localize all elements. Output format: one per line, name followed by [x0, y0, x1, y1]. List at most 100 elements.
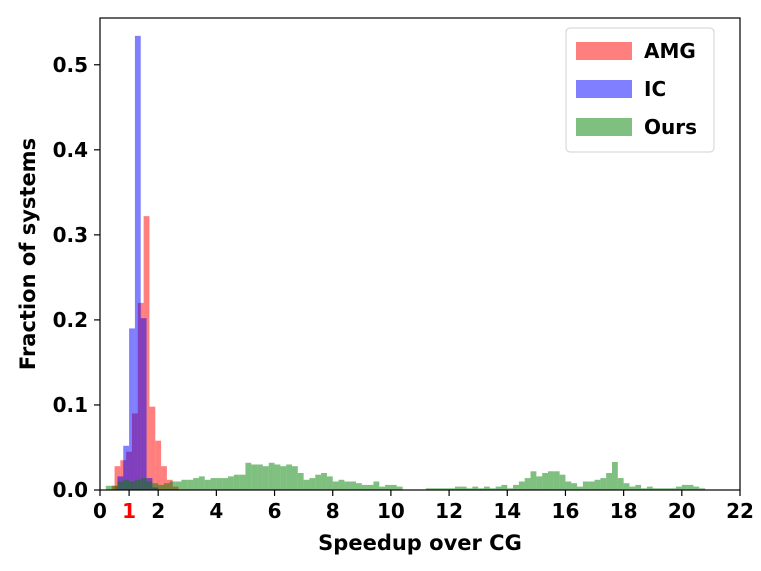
bar-ours-93 [670, 488, 676, 490]
bar-ic-4 [140, 318, 147, 490]
bar-ours-74 [559, 474, 566, 490]
bar-ours-25 [251, 464, 258, 490]
bar-ours-84 [617, 478, 624, 490]
bar-ours-86 [629, 486, 636, 490]
bar-ours-87 [635, 484, 642, 490]
bar-ours-1 [111, 485, 118, 490]
bar-ours-96 [687, 484, 694, 490]
bar-ours-8 [152, 483, 159, 490]
bar-ours-72 [548, 471, 554, 490]
bar-ours-48 [385, 484, 391, 490]
bar-ours-80 [594, 479, 601, 490]
bar-ours-15 [193, 478, 199, 490]
bar-ours-20 [222, 478, 228, 490]
bar-ours-23 [239, 474, 246, 490]
bar-ours-71 [542, 472, 548, 490]
bar-ours-32 [292, 466, 298, 490]
bar-ours-4 [129, 481, 135, 490]
x-tick-label: 8 [326, 499, 340, 523]
bar-ic-3 [134, 35, 141, 491]
x-tick-label: 2 [151, 499, 165, 523]
bar-ours-17 [204, 479, 211, 490]
bar-ours-49 [390, 484, 397, 490]
bar-ours-64 [501, 484, 508, 490]
bar-ours-43 [356, 483, 362, 490]
bar-ours-13 [181, 479, 188, 490]
bar-ours-75 [565, 481, 572, 490]
bar-ours-39 [332, 481, 339, 490]
x-tick-label: 6 [268, 499, 282, 523]
legend-label-amg: AMG [644, 39, 696, 63]
x-tick-label: 16 [552, 499, 580, 523]
bar-amg-9 [161, 466, 167, 490]
bar-ours-2 [117, 481, 124, 490]
bar-ours-67 [518, 481, 525, 490]
bar-ours-9 [158, 484, 164, 490]
bar-ours-27 [262, 466, 269, 490]
bar-ours-91 [658, 488, 665, 490]
bar-ours-3 [123, 479, 130, 490]
bar-ours-6 [140, 478, 147, 490]
bar-ours-10 [164, 483, 170, 490]
x-tick-label: 0 [93, 499, 107, 523]
bar-ours-54 [443, 488, 450, 490]
bar-ours-7 [146, 481, 153, 490]
y-tick-label: 0.0 [53, 478, 88, 502]
bar-ours-77 [577, 486, 583, 490]
bar-ours-53 [437, 488, 444, 490]
bar-ours-55 [449, 488, 455, 490]
bar-ours-85 [623, 483, 630, 490]
bar-ours-38 [326, 476, 333, 490]
bar-ours-36 [315, 474, 322, 490]
bar-ours-29 [274, 464, 281, 490]
x-axis-title: Speedup over CG [318, 531, 522, 555]
bar-ours-97 [693, 486, 700, 490]
bar-ours-89 [646, 486, 653, 490]
bar-ours-11 [169, 481, 176, 490]
bar-ours-98 [699, 488, 706, 490]
legend-swatch-ours [576, 118, 632, 136]
bar-ours-58 [466, 488, 473, 490]
bar-ours-73 [553, 471, 560, 490]
bar-ours-82 [606, 472, 612, 490]
bar-ours-94 [676, 486, 682, 490]
bar-ours-69 [530, 471, 537, 490]
bar-ours-26 [257, 464, 263, 490]
bar-ours-44 [361, 484, 368, 490]
bar-ours-65 [507, 488, 514, 490]
bar-ours-88 [641, 488, 647, 490]
x-axis-ticks: 0 1 2 4 6 8 10 12 14 16 18 20 22 [93, 490, 754, 523]
bars-layer [105, 35, 706, 491]
bar-ours-66 [513, 484, 519, 490]
bar-ic-2 [129, 328, 135, 490]
bar-ours-28 [268, 462, 275, 490]
bar-ours-35 [309, 478, 316, 490]
bar-amg-8 [155, 440, 162, 490]
y-tick-label: 0.4 [53, 138, 88, 162]
bar-ours-37 [321, 472, 327, 490]
bar-ours-63 [495, 486, 502, 490]
bar-ours-95 [681, 484, 688, 490]
bar-ours-12 [175, 481, 182, 490]
legend-label-ours: Ours [644, 115, 697, 139]
bar-ours-42 [350, 481, 356, 490]
bar-ic-1 [123, 445, 130, 490]
bar-ours-51 [425, 488, 432, 490]
x-tick-label: 10 [377, 499, 405, 523]
bar-ours-40 [338, 479, 345, 490]
x-tick-label: 12 [435, 499, 463, 523]
bar-ours-46 [373, 481, 380, 490]
bar-ours-78 [582, 481, 589, 490]
y-tick-label: 0.2 [53, 308, 88, 332]
bar-ours-24 [245, 462, 252, 490]
y-tick-label: 0.5 [53, 53, 88, 77]
y-tick-label: 0.3 [53, 223, 88, 247]
bar-ours-56 [454, 486, 461, 490]
bar-ours-14 [187, 479, 194, 490]
x-tick-label: 1 [122, 499, 136, 523]
bar-ours-16 [198, 476, 205, 490]
bar-ours-34 [303, 479, 310, 490]
bar-ours-83 [612, 461, 618, 490]
bar-ours-21 [228, 476, 234, 490]
